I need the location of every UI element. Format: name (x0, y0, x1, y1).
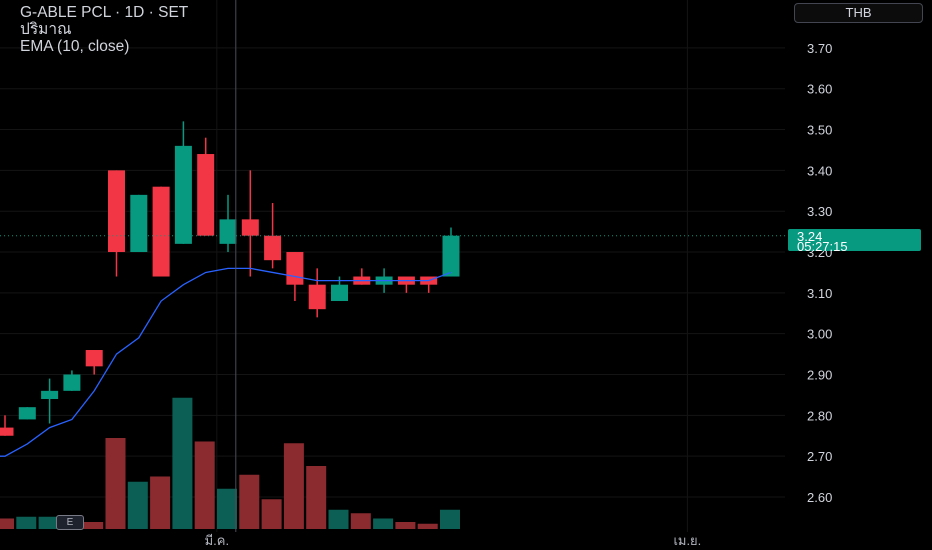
volume-bar (105, 438, 126, 529)
y-tick-label: 3.30 (807, 204, 832, 219)
y-tick-label: 2.60 (807, 490, 832, 505)
y-tick-label: 3.60 (807, 82, 832, 97)
volume-bar (306, 466, 327, 529)
volume-bar (283, 443, 304, 529)
time-axis[interactable]: มี.ค. เม.ย. (205, 533, 702, 548)
y-tick-label: 3.00 (807, 327, 832, 342)
volume-bar (217, 488, 237, 529)
volume-bar (172, 397, 193, 529)
candle-body (41, 390, 59, 400)
x-tick-label: มี.ค. (205, 533, 230, 548)
candle-body (0, 427, 14, 436)
volume-bar (395, 522, 416, 529)
candle-body (264, 235, 282, 261)
y-tick-label: 2.90 (807, 368, 832, 383)
volume-bar (417, 523, 438, 529)
y-tick-label: 3.70 (807, 41, 832, 56)
volume-bar (0, 518, 14, 529)
candle-body (18, 407, 36, 420)
candle-body (442, 235, 460, 277)
volume-bar (440, 509, 460, 529)
y-tick-label: 2.80 (807, 408, 832, 423)
grid-lines (0, 0, 785, 532)
volume-bar (350, 513, 371, 529)
candle-body (85, 350, 103, 367)
candle-body (174, 145, 192, 244)
currency-button[interactable]: THB (794, 3, 923, 23)
volume-bar (239, 474, 260, 529)
candle-body (108, 170, 125, 253)
symbol-title[interactable]: G-ABLE PCL · 1D · SET (20, 4, 189, 21)
earnings-event-badge[interactable]: E (56, 515, 84, 530)
bar-countdown: 05:27:15 (797, 239, 848, 254)
candle-body (219, 219, 237, 244)
last-price-tag: 3.24 05:27:15 (788, 229, 921, 254)
candle-body (308, 284, 326, 310)
y-tick-label: 3.40 (807, 163, 832, 178)
volume-bar (83, 522, 104, 529)
volume-bar (38, 516, 59, 529)
candle-body (331, 284, 348, 302)
chart-legend: G-ABLE PCL · 1D · SET ปริมาณ EMA (10, cl… (20, 4, 188, 55)
ema-legend-label[interactable]: EMA (10, close) (20, 38, 130, 55)
y-tick-label: 3.10 (807, 286, 832, 301)
volume-bar (16, 516, 37, 529)
x-tick-label: เม.ย. (673, 533, 701, 548)
candle-body (130, 194, 148, 253)
volume-bar (194, 441, 215, 529)
candle-body (152, 186, 170, 277)
candle-body (63, 374, 81, 391)
volume-legend-label[interactable]: ปริมาณ (20, 21, 72, 38)
candlesticks (0, 121, 460, 436)
volume-bar (127, 481, 148, 529)
price-axis[interactable]: 2.602.702.802.903.003.103.203.303.403.50… (807, 41, 832, 505)
y-tick-label: 3.50 (807, 123, 832, 138)
volume-bar (261, 499, 282, 529)
volume-bar (373, 518, 394, 529)
volume-bar (150, 476, 171, 529)
volume-bars (0, 397, 460, 529)
candle-body (197, 154, 215, 236)
candle-body (241, 219, 259, 236)
volume-bar (328, 509, 349, 529)
candle-body (286, 252, 304, 285)
y-tick-label: 2.70 (807, 449, 832, 464)
ema-line (0, 267, 452, 457)
last-price-value: 3.24 (797, 229, 823, 244)
